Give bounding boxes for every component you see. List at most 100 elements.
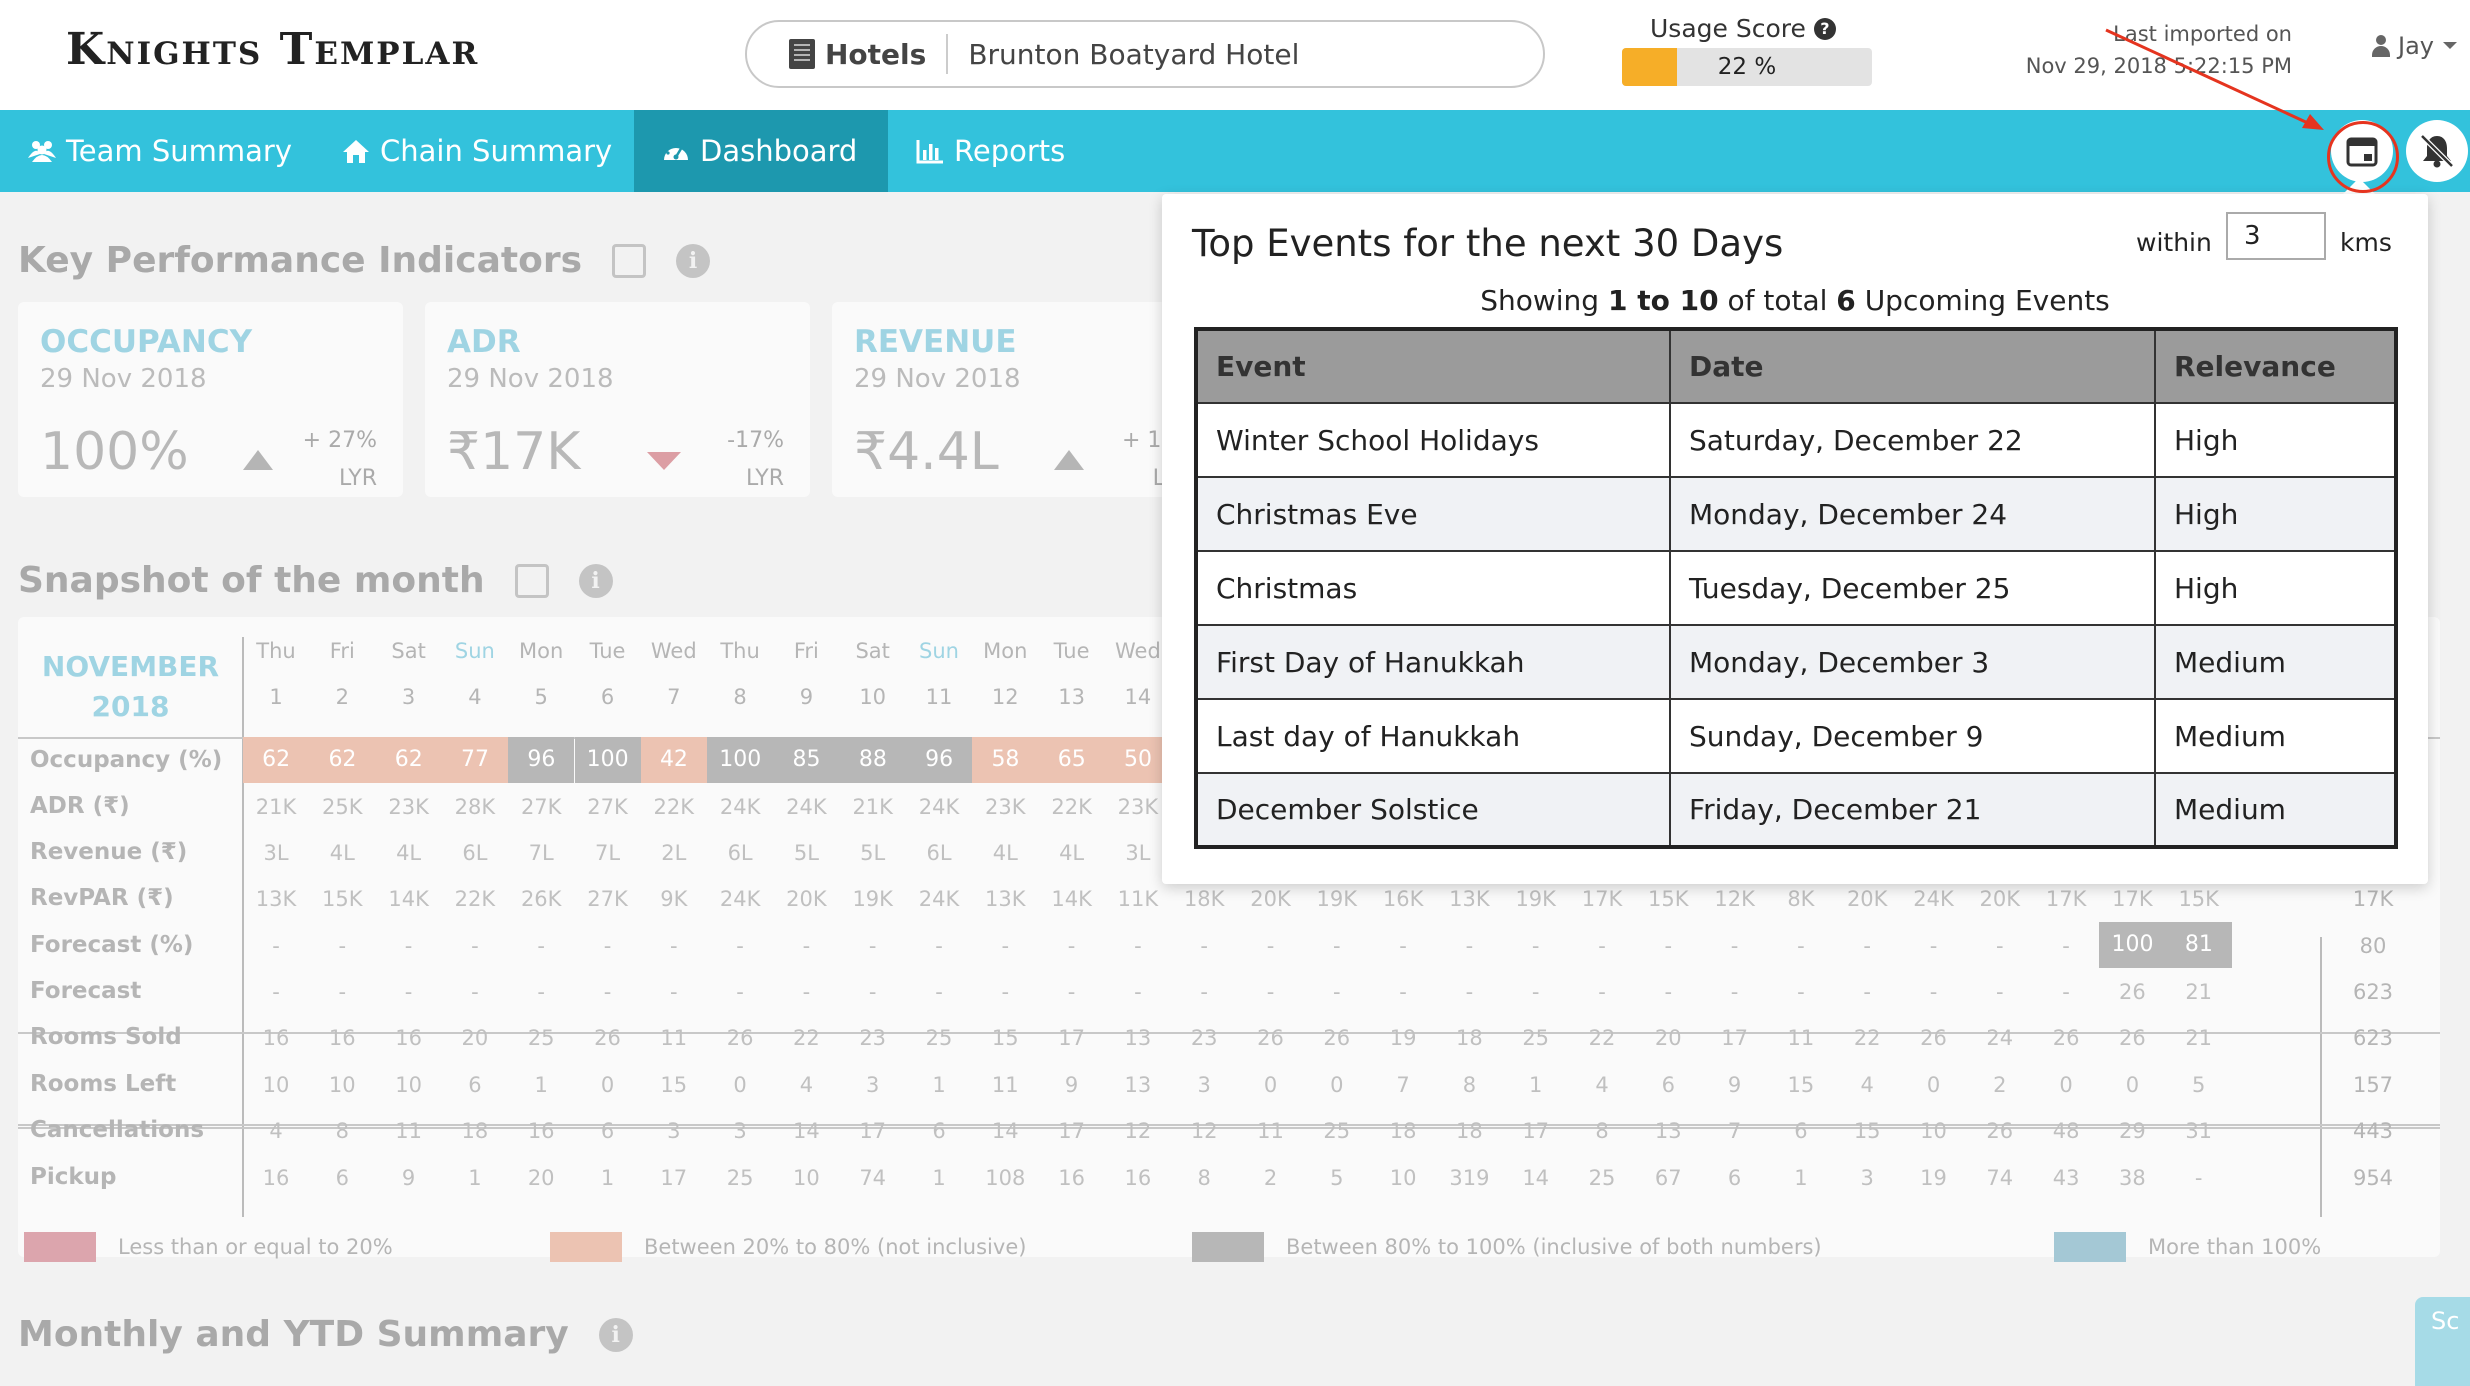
grid-cell: 7	[1727, 1119, 1742, 1143]
day-header: Tue	[589, 639, 626, 663]
grid-cell: 0	[600, 1073, 615, 1097]
grid-cell: 16	[527, 1119, 555, 1143]
divider	[242, 637, 244, 1217]
notifications-button[interactable]	[2406, 120, 2468, 182]
help-icon[interactable]: ?	[1813, 17, 1836, 40]
nav-reports[interactable]: Reports	[888, 110, 1093, 192]
grid-cell: 108	[985, 1166, 1026, 1190]
grid-cell: 38	[2119, 1166, 2146, 1190]
grid-cell: 10	[793, 1166, 820, 1190]
kpi-card-revenue[interactable]: REVENUE 29 Nov 2018 ₹4.4L + 14LY	[832, 302, 1217, 497]
occupancy-cell[interactable]: 100	[707, 737, 774, 783]
grid-cell: 18	[1389, 1119, 1417, 1143]
grid-cell: 9K	[660, 887, 688, 911]
grid-cell: -	[1465, 980, 1474, 1004]
grid-cell: 0	[2125, 1073, 2140, 1097]
grid-cell: 16	[1058, 1166, 1085, 1190]
main-nav: Team Summary Chain Summary Dashboard Rep…	[0, 110, 2470, 192]
nav-chain-summary[interactable]: Chain Summary	[314, 110, 640, 192]
grid-cell: 16	[328, 1026, 356, 1050]
legend-swatch	[2054, 1232, 2126, 1262]
info-icon[interactable]: i	[598, 1317, 633, 1352]
legend-item: Between 80% to 100% (inclusive of both n…	[1192, 1232, 1822, 1262]
grid-cell: 14	[793, 1119, 820, 1143]
calendar-icon[interactable]	[514, 563, 549, 598]
grid-cell: 8	[335, 1119, 349, 1143]
grid-cell: 16	[262, 1026, 290, 1050]
grid-cell: 4L	[1059, 841, 1085, 865]
occupancy-cell[interactable]: 62	[309, 737, 376, 783]
occupancy-cell[interactable]: 96	[508, 737, 575, 783]
table-row[interactable]: Last day of Hanukkah Sunday, December 9 Me…	[1195, 698, 2397, 774]
app-logo[interactable]: Knights Templar	[66, 24, 480, 75]
kpi-card-adr[interactable]: ADR 29 Nov 2018 ₹17K -17% LYR	[425, 302, 810, 497]
side-tab[interactable]: Sc	[2415, 1297, 2470, 1386]
grid-cell: 5	[2192, 1073, 2206, 1097]
grid-cell: 15K	[2178, 887, 2219, 911]
occupancy-cell[interactable]: 50	[1104, 737, 1172, 783]
grid-cell: -	[603, 980, 612, 1004]
grid-cell: -	[736, 980, 744, 1004]
grid-cell: 18K	[1183, 887, 1225, 911]
day-header: Sat	[855, 639, 890, 663]
calendar-icon[interactable]	[612, 243, 646, 278]
grid-cell: 16	[395, 1026, 422, 1050]
nav-dashboard[interactable]: Dashboard	[634, 110, 888, 192]
hotel-selector[interactable]: Hotels Brunton Boatyard Hotel	[745, 20, 1545, 88]
grid-cell: -	[537, 934, 545, 958]
grid-cell: 3	[1197, 1073, 1211, 1097]
occupancy-cell[interactable]: 58	[972, 737, 1039, 783]
grid-cell: 20K	[1979, 887, 2021, 911]
home-icon	[343, 140, 369, 163]
column-header[interactable]: Date	[1669, 328, 2156, 404]
grid-cell: 17K	[1581, 887, 1623, 911]
table-row[interactable]: Christmas Eve Monday, December 24 High	[1195, 476, 2397, 552]
occupancy-cell[interactable]: 42	[640, 737, 708, 783]
occupancy-cell[interactable]: 62	[375, 737, 442, 783]
occupancy-cell[interactable]: 100	[574, 737, 641, 783]
hotel-name[interactable]: Brunton Boatyard Hotel	[968, 37, 1300, 71]
table-row[interactable]: Christmas Tuesday, December 25 High	[1195, 550, 2397, 626]
row-label: Occupancy (%)	[30, 747, 223, 773]
relevance-cell: Medium	[2154, 698, 2397, 774]
occupancy-cell[interactable]: 65	[1038, 737, 1105, 783]
forecast-cell[interactable]: 81	[2165, 922, 2232, 968]
grid-cell: 25	[527, 1026, 555, 1050]
occupancy-cell[interactable]: 62	[243, 737, 310, 783]
column-header[interactable]: Relevance	[2154, 328, 2397, 404]
table-row[interactable]: Winter School Holidays Saturday, December…	[1195, 402, 2397, 478]
occupancy-cell[interactable]: 77	[441, 737, 509, 783]
grid-cell: 20K	[786, 887, 827, 911]
grid-cell: 16	[262, 1166, 290, 1190]
grid-cell: 12K	[1714, 887, 1755, 911]
total-cell: 80	[2359, 934, 2387, 958]
kpi-card-occupancy[interactable]: OCCUPANCY 29 Nov 2018 100% + 27% LYR	[18, 302, 403, 497]
grid-cell: 27K	[520, 795, 562, 819]
grid-cell: 22K	[454, 887, 496, 911]
event-cell: December Solstice	[1195, 772, 1671, 848]
info-icon[interactable]: i	[578, 563, 613, 598]
legend-swatch	[1192, 1232, 1264, 1262]
bell-off-icon	[2420, 134, 2454, 168]
info-icon[interactable]: i	[676, 243, 710, 278]
grid-cell: -	[537, 980, 545, 1004]
user-menu[interactable]: Jay	[2372, 32, 2458, 60]
grid-cell: 24K	[719, 887, 761, 911]
occupancy-cell[interactable]: 88	[839, 737, 906, 783]
nav-team-summary[interactable]: Team Summary	[0, 110, 320, 192]
grid-cell: 25	[1588, 1166, 1616, 1190]
grid-cell: -	[1531, 980, 1540, 1004]
grid-cell: 15K	[322, 887, 363, 911]
radius-input[interactable]	[2226, 212, 2326, 260]
table-row[interactable]: December Solstice Friday, December 21 Medi…	[1195, 772, 2397, 848]
occupancy-cell[interactable]: 85	[773, 737, 840, 783]
occupancy-cell[interactable]: 96	[906, 737, 973, 783]
grid-cell: 26	[2119, 980, 2146, 1004]
grid-cell: 1	[932, 1073, 946, 1097]
column-header[interactable]: Event	[1195, 328, 1671, 404]
grid-cell: 2L	[661, 841, 687, 865]
grid-cell: 25	[1522, 1026, 1550, 1050]
forecast-cell[interactable]: 100	[2099, 922, 2166, 968]
grid-cell: -	[1929, 934, 1938, 958]
